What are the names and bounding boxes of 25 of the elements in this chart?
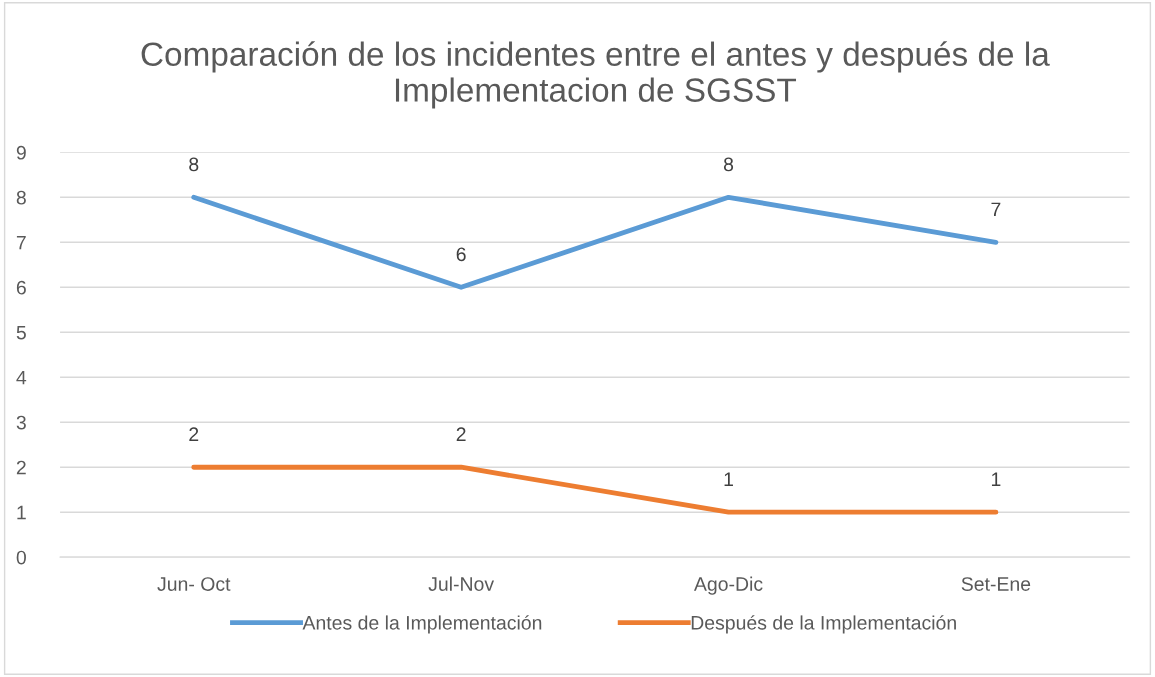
legend-label: Después de la Implementación [691,615,956,634]
y-tick-label: 5 [16,325,26,340]
data-label: 8 [723,157,734,172]
legend-label: Antes de la Implementación [302,615,542,634]
y-tick-label: 6 [16,280,26,295]
data-label: 2 [456,427,466,441]
data-label: 2 [189,427,199,441]
y-tick-label: 2 [16,460,26,475]
y-tick-label: 7 [16,235,26,250]
data-label: 6 [456,247,466,262]
x-tick-label: Set-Ene [961,577,1031,591]
y-tick-label: 9 [16,145,26,160]
x-tick-label: Jun- Oct [157,577,231,591]
data-label: 8 [189,157,199,172]
chart-title: Comparación de los incidentes entre el antes y después de la Implementacion de SGSST [141,41,1050,109]
y-tick-label: 3 [16,415,26,430]
data-label: 7 [991,202,1001,217]
y-tick-label: 4 [16,370,27,385]
x-tick-label: Ago-Dic [693,576,763,595]
x-tick-label: Jul-Nov [428,576,495,591]
y-tick-label: 8 [16,190,26,205]
data-label: 1 [991,472,1001,486]
y-tick-label: 1 [17,505,26,520]
y-tick-label: 0 [16,550,26,565]
data-label: 1 [724,472,733,486]
